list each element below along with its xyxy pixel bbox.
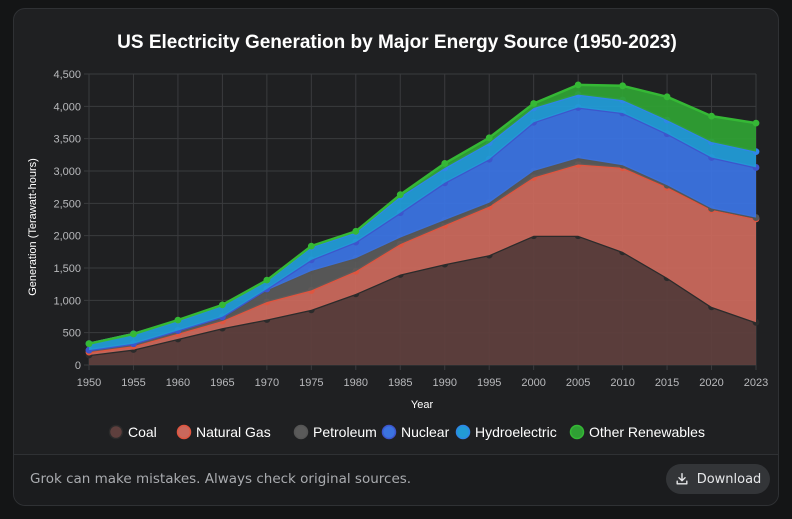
y-tick-label: 1,000 xyxy=(53,295,81,307)
footer: Grok can make mistakes. Always check ori… xyxy=(14,454,778,505)
legend-swatch xyxy=(293,424,309,440)
legend-swatch xyxy=(381,424,397,440)
other-renewables-point[interactable] xyxy=(85,340,93,348)
x-tick-label: 1965 xyxy=(210,377,234,389)
other-renewables-point[interactable] xyxy=(530,100,538,107)
other-renewables-point[interactable] xyxy=(441,160,449,167)
x-tick-label: 2023 xyxy=(744,377,768,389)
y-tick-label: 1,500 xyxy=(53,263,81,275)
legend-label: Petroleum xyxy=(313,424,377,440)
legend-item-natural-gas[interactable]: Natural Gas xyxy=(176,424,271,440)
other-renewables-point[interactable] xyxy=(396,191,404,199)
x-axis-label: Year xyxy=(411,399,434,411)
x-tick-label: 1975 xyxy=(299,377,323,389)
x-tick-label: 1995 xyxy=(477,377,501,389)
other-renewables-line xyxy=(88,83,757,345)
x-tick-label: 2010 xyxy=(610,377,634,389)
legend-item-petroleum[interactable]: Petroleum xyxy=(293,424,377,440)
legend-swatch xyxy=(176,424,192,440)
coal-area xyxy=(89,235,756,365)
legend-swatch xyxy=(108,424,124,440)
series-other-renewables xyxy=(85,81,760,348)
y-tick-label: 2,000 xyxy=(53,231,81,243)
disclaimer-text: Grok can make mistakes. Always check ori… xyxy=(30,471,412,487)
other-renewables-point[interactable] xyxy=(219,301,226,309)
download-icon xyxy=(676,473,688,485)
chart-title: US Electricity Generation by Major Energ… xyxy=(117,32,677,53)
other-renewables-point[interactable] xyxy=(485,134,493,142)
other-renewables-point[interactable] xyxy=(307,242,315,250)
legend-label: Other Renewables xyxy=(589,424,705,440)
legend-swatch xyxy=(455,424,471,440)
x-tick-label: 1950 xyxy=(77,377,101,389)
petroleum-area xyxy=(89,158,756,353)
x-tick-label: 1985 xyxy=(388,377,412,389)
other-renewables-point[interactable] xyxy=(708,112,715,120)
download-button[interactable]: Download xyxy=(666,464,770,494)
other-renewables-point[interactable] xyxy=(663,93,671,101)
x-tick-label: 2015 xyxy=(655,377,679,389)
x-tick-label: 2020 xyxy=(699,377,723,389)
other-renewables-point[interactable] xyxy=(752,119,760,127)
other-renewables-point[interactable] xyxy=(574,81,582,89)
x-tick-label: 2005 xyxy=(566,377,590,389)
y-tick-label: 4,000 xyxy=(53,101,81,113)
axis-ticks: 0 500 1,000 1,500 2,000 2,500 3,000 3,500 4,000 4… xyxy=(53,69,768,389)
other-renewables-point[interactable] xyxy=(352,227,360,235)
legend-swatch xyxy=(569,424,585,440)
other-renewables-point[interactable] xyxy=(130,330,137,338)
x-tick-label: 1970 xyxy=(255,377,279,389)
other-renewables-point[interactable] xyxy=(263,276,271,284)
download-label[interactable]: Download xyxy=(696,471,762,487)
y-tick-label: 3,500 xyxy=(53,134,81,146)
stacked-area-chart: US Electricity Generation by Major Energ… xyxy=(27,32,768,440)
area-series xyxy=(85,81,760,365)
y-tick-label: 4,500 xyxy=(53,69,81,81)
legend-label: Nuclear xyxy=(401,424,450,440)
other-renewables-area xyxy=(89,84,756,344)
other-renewables-point[interactable] xyxy=(174,316,182,324)
y-tick-label: 2,500 xyxy=(53,198,81,210)
y-tick-label: 500 xyxy=(63,328,81,340)
legend-item-other-renewables[interactable]: Other Renewables xyxy=(569,424,705,440)
legend-item-coal[interactable]: Coal xyxy=(108,424,157,440)
x-tick-label: 1955 xyxy=(121,377,145,389)
y-axis-label: Generation (Terawatt-hours) xyxy=(27,158,39,296)
chart-card: US Electricity Generation by Major Energ… xyxy=(13,8,779,506)
other-renewables-point[interactable] xyxy=(619,82,626,90)
legend-item-hydroelectric[interactable]: Hydroelectric xyxy=(455,424,557,440)
x-tick-label: 2000 xyxy=(521,377,545,389)
legend[interactable]: Coal Natural Gas Petroleum Nuclear Hydroelec… xyxy=(108,424,705,440)
legend-label: Hydroelectric xyxy=(475,424,557,440)
nuclear-area xyxy=(89,107,756,351)
legend-item-nuclear[interactable]: Nuclear xyxy=(381,424,450,440)
y-tick-label: 0 xyxy=(75,360,81,372)
legend-label: Natural Gas xyxy=(196,424,271,440)
x-tick-label: 1990 xyxy=(432,377,456,389)
legend-label: Coal xyxy=(128,424,157,440)
x-tick-label: 1960 xyxy=(166,377,190,389)
x-tick-label: 1980 xyxy=(344,377,368,389)
y-tick-label: 3,000 xyxy=(53,166,81,178)
